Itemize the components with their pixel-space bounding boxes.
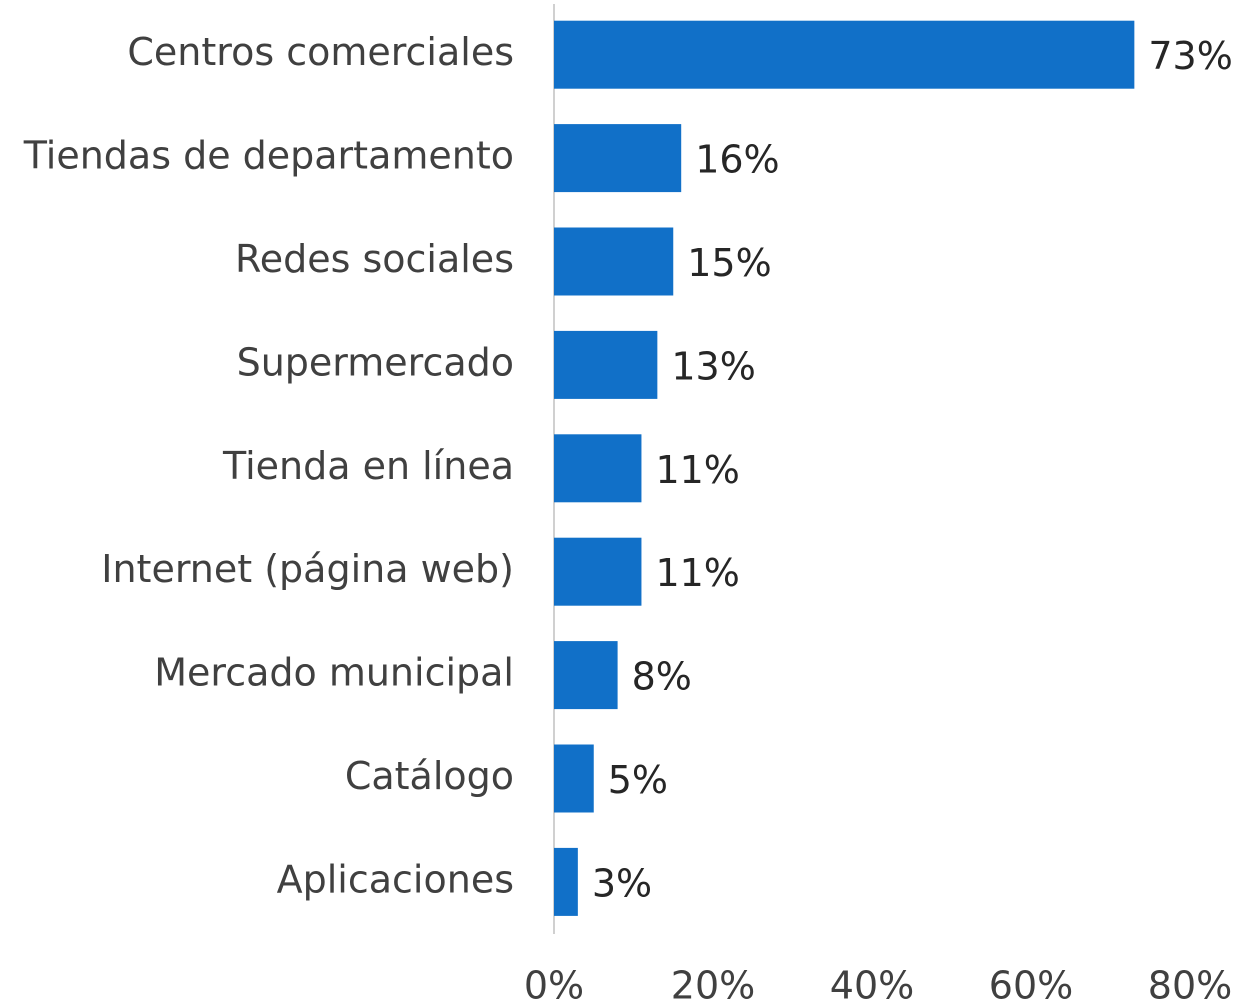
x-tick-label: 40% [830,964,914,1007]
bar [554,227,674,296]
y-tick-label: Catálogo [345,754,514,798]
value-label: 73% [1148,34,1232,78]
value-label: 8% [632,655,692,699]
bar [554,537,642,606]
value-label: 11% [655,448,739,492]
bar [554,641,618,710]
bar [554,20,1135,89]
value-label: 5% [608,758,668,802]
value-label: 11% [655,551,739,595]
y-tick-label: Tienda en línea [222,444,514,488]
value-label: 16% [695,138,779,182]
y-tick-label: Centros comerciales [127,30,514,74]
y-tick-label: Tiendas de departamento [23,134,514,178]
y-tick-label: Supermercado [237,340,514,384]
x-tick-label: 60% [989,964,1073,1007]
value-label: 13% [671,344,755,388]
x-tick-label: 0% [524,964,584,1007]
bar [554,124,682,193]
bar [554,744,594,813]
y-tick-label: Redes sociales [235,237,514,281]
y-tick-label: Aplicaciones [277,857,514,901]
value-label: 15% [687,241,771,285]
bar [554,330,658,399]
value-label: 3% [592,861,652,905]
x-tick-label: 80% [1148,964,1232,1007]
bar [554,434,642,503]
x-tick-label: 20% [671,964,755,1007]
y-tick-label: Mercado municipal [154,651,514,695]
bar [554,847,578,916]
y-tick-label: Internet (página web) [101,547,514,591]
